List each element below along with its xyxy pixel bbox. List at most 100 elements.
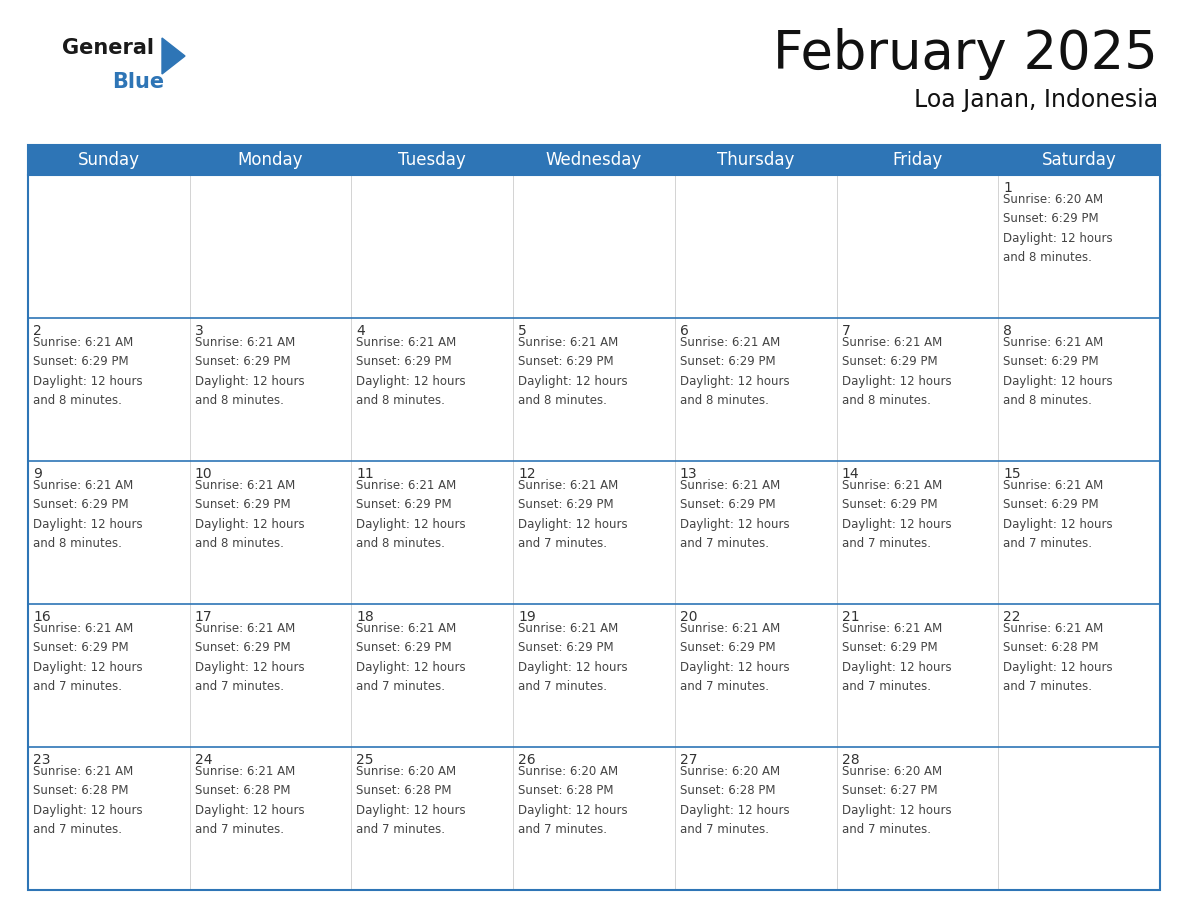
Text: 19: 19 <box>518 610 536 624</box>
Text: Sunset: 6:29 PM: Sunset: 6:29 PM <box>518 355 614 368</box>
Text: Sunrise: 6:21 AM: Sunrise: 6:21 AM <box>195 479 295 492</box>
Text: Sunrise: 6:20 AM: Sunrise: 6:20 AM <box>841 765 942 778</box>
Text: Sunset: 6:29 PM: Sunset: 6:29 PM <box>518 498 614 511</box>
Text: Sunrise: 6:20 AM: Sunrise: 6:20 AM <box>356 765 456 778</box>
Text: Sunset: 6:29 PM: Sunset: 6:29 PM <box>841 642 937 655</box>
Text: Daylight: 12 hours: Daylight: 12 hours <box>195 661 304 674</box>
Text: Daylight: 12 hours: Daylight: 12 hours <box>518 803 627 817</box>
Text: 13: 13 <box>680 467 697 481</box>
Text: and 8 minutes.: and 8 minutes. <box>195 394 284 407</box>
Text: 2: 2 <box>33 324 42 338</box>
Text: General: General <box>62 38 154 58</box>
Bar <box>352 175 513 318</box>
Text: and 7 minutes.: and 7 minutes. <box>680 537 769 550</box>
Text: 10: 10 <box>195 467 213 481</box>
Text: and 7 minutes.: and 7 minutes. <box>518 680 607 693</box>
Bar <box>675 747 836 890</box>
Text: Daylight: 12 hours: Daylight: 12 hours <box>680 375 790 387</box>
Text: Sunset: 6:28 PM: Sunset: 6:28 PM <box>356 784 451 798</box>
Text: 26: 26 <box>518 753 536 767</box>
Text: 24: 24 <box>195 753 213 767</box>
Text: Sunrise: 6:21 AM: Sunrise: 6:21 AM <box>841 479 942 492</box>
Bar <box>513 175 675 318</box>
Text: and 8 minutes.: and 8 minutes. <box>680 394 769 407</box>
Text: Sunrise: 6:21 AM: Sunrise: 6:21 AM <box>518 479 619 492</box>
Text: Daylight: 12 hours: Daylight: 12 hours <box>195 375 304 387</box>
Text: 22: 22 <box>1004 610 1020 624</box>
Text: and 7 minutes.: and 7 minutes. <box>1004 537 1092 550</box>
Text: 7: 7 <box>841 324 851 338</box>
Text: Sunrise: 6:21 AM: Sunrise: 6:21 AM <box>195 765 295 778</box>
Text: 3: 3 <box>195 324 203 338</box>
Text: Daylight: 12 hours: Daylight: 12 hours <box>1004 375 1113 387</box>
Text: 9: 9 <box>33 467 42 481</box>
Text: Daylight: 12 hours: Daylight: 12 hours <box>518 375 627 387</box>
Text: Thursday: Thursday <box>718 151 795 169</box>
Bar <box>513 318 675 461</box>
Bar <box>190 604 352 747</box>
Text: Sunset: 6:28 PM: Sunset: 6:28 PM <box>1004 642 1099 655</box>
Text: and 8 minutes.: and 8 minutes. <box>518 394 607 407</box>
Text: Sunrise: 6:21 AM: Sunrise: 6:21 AM <box>680 336 781 349</box>
Text: Sunset: 6:29 PM: Sunset: 6:29 PM <box>680 642 776 655</box>
Text: Sunset: 6:29 PM: Sunset: 6:29 PM <box>518 642 614 655</box>
Text: Daylight: 12 hours: Daylight: 12 hours <box>356 518 466 531</box>
Bar <box>29 145 1159 175</box>
Text: and 8 minutes.: and 8 minutes. <box>356 394 446 407</box>
Bar <box>836 747 998 890</box>
Text: Daylight: 12 hours: Daylight: 12 hours <box>680 518 790 531</box>
Text: and 8 minutes.: and 8 minutes. <box>33 537 122 550</box>
Bar <box>190 461 352 604</box>
Text: Daylight: 12 hours: Daylight: 12 hours <box>356 661 466 674</box>
Text: Sunset: 6:29 PM: Sunset: 6:29 PM <box>680 498 776 511</box>
Text: Daylight: 12 hours: Daylight: 12 hours <box>33 375 143 387</box>
Bar <box>836 318 998 461</box>
Text: and 7 minutes.: and 7 minutes. <box>33 680 122 693</box>
Bar <box>513 461 675 604</box>
Bar <box>29 318 190 461</box>
Text: 16: 16 <box>33 610 51 624</box>
Text: Daylight: 12 hours: Daylight: 12 hours <box>841 803 952 817</box>
Text: 15: 15 <box>1004 467 1020 481</box>
Text: Sunrise: 6:21 AM: Sunrise: 6:21 AM <box>356 622 456 635</box>
Text: Sunset: 6:29 PM: Sunset: 6:29 PM <box>1004 212 1099 225</box>
Bar <box>513 747 675 890</box>
Text: Daylight: 12 hours: Daylight: 12 hours <box>680 661 790 674</box>
Bar <box>836 604 998 747</box>
Text: and 8 minutes.: and 8 minutes. <box>356 537 446 550</box>
Text: Daylight: 12 hours: Daylight: 12 hours <box>1004 231 1113 244</box>
Text: Saturday: Saturday <box>1042 151 1117 169</box>
Text: Sunset: 6:29 PM: Sunset: 6:29 PM <box>356 355 453 368</box>
Text: 6: 6 <box>680 324 689 338</box>
Text: Sunset: 6:28 PM: Sunset: 6:28 PM <box>195 784 290 798</box>
Text: Daylight: 12 hours: Daylight: 12 hours <box>195 518 304 531</box>
Bar <box>190 747 352 890</box>
Text: 14: 14 <box>841 467 859 481</box>
Bar <box>675 461 836 604</box>
Bar <box>675 604 836 747</box>
Text: Sunrise: 6:21 AM: Sunrise: 6:21 AM <box>1004 336 1104 349</box>
Text: 11: 11 <box>356 467 374 481</box>
Text: Daylight: 12 hours: Daylight: 12 hours <box>1004 518 1113 531</box>
Text: and 7 minutes.: and 7 minutes. <box>356 823 446 836</box>
Bar <box>29 604 190 747</box>
Bar <box>29 747 190 890</box>
Text: 17: 17 <box>195 610 213 624</box>
Text: and 7 minutes.: and 7 minutes. <box>680 680 769 693</box>
Text: Sunrise: 6:21 AM: Sunrise: 6:21 AM <box>1004 622 1104 635</box>
Text: Sunday: Sunday <box>78 151 140 169</box>
Bar <box>513 604 675 747</box>
Text: and 8 minutes.: and 8 minutes. <box>195 537 284 550</box>
Text: Sunset: 6:29 PM: Sunset: 6:29 PM <box>195 642 290 655</box>
Bar <box>190 318 352 461</box>
Text: Sunrise: 6:21 AM: Sunrise: 6:21 AM <box>33 336 133 349</box>
Text: Sunset: 6:27 PM: Sunset: 6:27 PM <box>841 784 937 798</box>
Bar <box>352 318 513 461</box>
Text: and 8 minutes.: and 8 minutes. <box>841 394 930 407</box>
Text: Daylight: 12 hours: Daylight: 12 hours <box>518 518 627 531</box>
Text: Wednesday: Wednesday <box>545 151 643 169</box>
Text: Daylight: 12 hours: Daylight: 12 hours <box>680 803 790 817</box>
Text: and 7 minutes.: and 7 minutes. <box>680 823 769 836</box>
Text: 20: 20 <box>680 610 697 624</box>
Text: Sunrise: 6:20 AM: Sunrise: 6:20 AM <box>680 765 781 778</box>
